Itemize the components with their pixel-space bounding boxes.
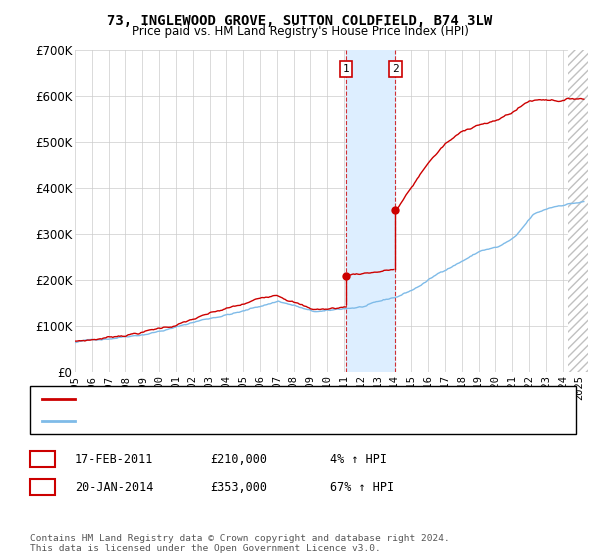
Text: 2: 2: [39, 480, 46, 494]
Text: 4% ↑ HPI: 4% ↑ HPI: [330, 452, 387, 466]
Text: Price paid vs. HM Land Registry's House Price Index (HPI): Price paid vs. HM Land Registry's House …: [131, 25, 469, 38]
Text: £353,000: £353,000: [210, 480, 267, 494]
Text: £210,000: £210,000: [210, 452, 267, 466]
Text: HPI: Average price, detached house, Walsall: HPI: Average price, detached house, Wals…: [81, 416, 361, 426]
Bar: [568, 50, 588, 372]
Text: 67% ↑ HPI: 67% ↑ HPI: [330, 480, 394, 494]
Text: 73, INGLEWOOD GROVE, SUTTON COLDFIELD, B74 3LW: 73, INGLEWOOD GROVE, SUTTON COLDFIELD, B…: [107, 14, 493, 28]
Text: 2: 2: [392, 64, 399, 74]
Text: Contains HM Land Registry data © Crown copyright and database right 2024.
This d: Contains HM Land Registry data © Crown c…: [30, 534, 450, 553]
Text: 1: 1: [39, 452, 46, 466]
Text: 20-JAN-2014: 20-JAN-2014: [75, 480, 154, 494]
Text: 73, INGLEWOOD GROVE, SUTTON COLDFIELD, B74 3LW (detached house): 73, INGLEWOOD GROVE, SUTTON COLDFIELD, B…: [81, 394, 491, 404]
Bar: [568, 50, 588, 372]
Bar: [346, 50, 395, 372]
Text: 17-FEB-2011: 17-FEB-2011: [75, 452, 154, 466]
Text: 1: 1: [343, 64, 350, 74]
